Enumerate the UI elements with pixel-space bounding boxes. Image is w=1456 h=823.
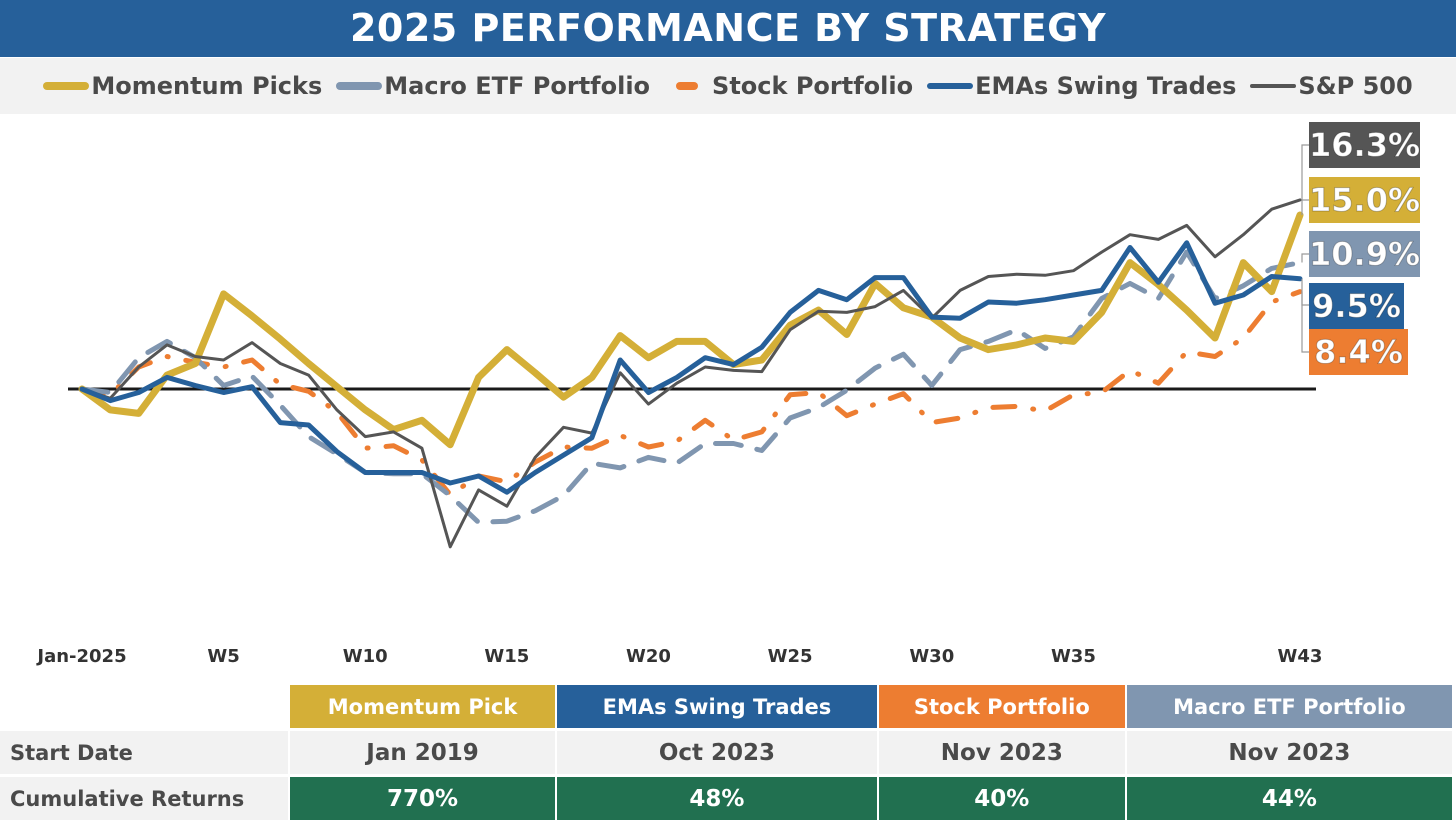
legend-label: Momentum Picks <box>91 72 323 100</box>
chart-title: 2025 PERFORMANCE BY STRATEGY <box>0 0 1456 57</box>
legend-swatch-momentum <box>43 82 90 90</box>
legend-item-stock: Stock Portfolio <box>664 72 913 100</box>
series-line-momentum <box>78 211 1304 449</box>
legend-item-sp500: S&P 500 <box>1250 72 1413 100</box>
strategy-summary-table: Momentum Pick EMAs Swing Trades Stock Po… <box>0 682 1454 823</box>
table-header-stock: Stock Portfolio <box>878 685 1125 728</box>
table-cell: Nov 2023 <box>1126 731 1452 774</box>
table-header-macro: Macro ETF Portfolio <box>1126 685 1452 728</box>
table-cell: 770% <box>290 777 556 820</box>
row-label: Start Date <box>0 731 288 774</box>
legend-swatch-stock <box>676 82 699 90</box>
x-tick-label: Jan-2025 <box>37 646 127 667</box>
end-label-sp500: 16.3% <box>1309 122 1421 168</box>
series-line-ema <box>79 240 1303 495</box>
legend-label: Macro ETF Portfolio <box>384 72 651 100</box>
legend-swatch-ema <box>927 83 974 89</box>
leader-line-stock <box>1301 291 1309 353</box>
row-label: Cumulative Returns <box>0 777 288 820</box>
x-tick-label: W10 <box>342 646 388 667</box>
legend-label: EMAs Swing Trades <box>975 72 1237 100</box>
legend-label: S&P 500 <box>1298 72 1413 100</box>
x-tick-label: W15 <box>484 646 530 667</box>
table-header-row: Momentum Pick EMAs Swing Trades Stock Po… <box>0 685 1452 728</box>
table-cell: 44% <box>1126 777 1452 820</box>
table-row-cumulative-returns: Cumulative Returns 770% 48% 40% 44% <box>0 777 1452 820</box>
legend-swatch-sp500 <box>1250 84 1297 88</box>
end-label-ema: 9.5% <box>1309 283 1404 329</box>
leader-line-sp500 <box>1301 144 1309 200</box>
x-tick-label: W30 <box>909 646 955 667</box>
table-cell: 40% <box>878 777 1125 820</box>
legend-label: Stock Portfolio <box>712 72 914 100</box>
table-cell: Oct 2023 <box>557 731 877 774</box>
table-header-momentum: Momentum Pick <box>290 685 556 728</box>
legend-swatch-macro <box>336 82 383 90</box>
leader-line-momentum <box>1301 199 1309 215</box>
end-label-momentum: 15.0% <box>1309 177 1421 223</box>
table-cell: Jan 2019 <box>290 731 556 774</box>
line-chart <box>68 144 1316 549</box>
legend: Momentum Picks Macro ETF Portfolio Stock… <box>0 58 1456 114</box>
leader-line-macro <box>1301 253 1309 263</box>
x-tick-label: W20 <box>626 646 671 667</box>
table-row-start-date: Start Date Jan 2019 Oct 2023 Nov 2023 No… <box>0 731 1452 774</box>
x-tick-label: W43 <box>1277 646 1323 667</box>
table-corner <box>0 685 288 728</box>
series-line-macro <box>79 249 1303 525</box>
legend-item-momentum: Momentum Picks <box>43 72 322 100</box>
table-header-ema: EMAs Swing Trades <box>557 685 877 728</box>
table-cell: 48% <box>557 777 877 820</box>
leader-line-ema <box>1301 278 1309 306</box>
x-axis-ticks: Jan-2025 W5 W10 W15 W20 W25 W30 W35 W43 <box>0 646 1456 676</box>
x-tick-label: W5 <box>207 646 240 667</box>
x-tick-label: W35 <box>1050 646 1096 667</box>
table-cell: Nov 2023 <box>878 731 1125 774</box>
end-label-macro: 10.9% <box>1309 231 1421 277</box>
end-label-stock: 8.4% <box>1309 329 1408 375</box>
legend-item-macro: Macro ETF Portfolio <box>336 72 650 100</box>
x-tick-label: W25 <box>767 646 813 667</box>
legend-item-ema: EMAs Swing Trades <box>927 72 1236 100</box>
series-line-sp500 <box>80 198 1302 549</box>
